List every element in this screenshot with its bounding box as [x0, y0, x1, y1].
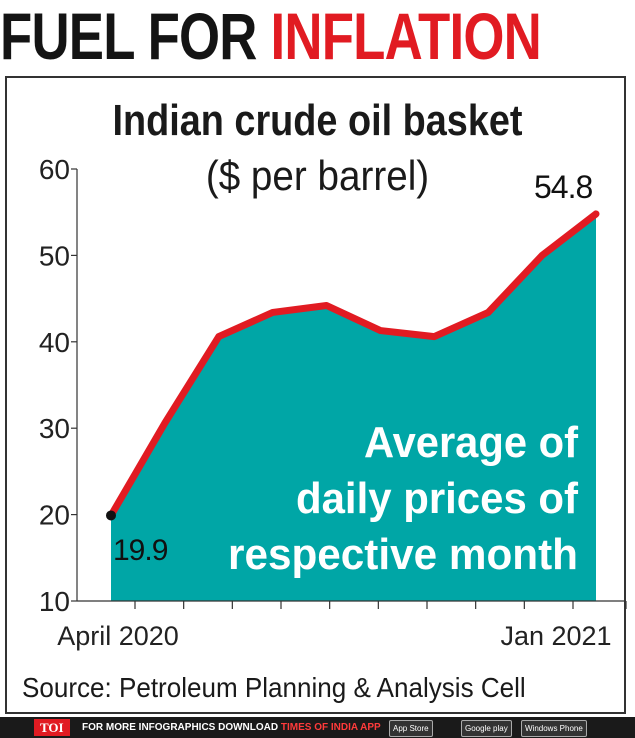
data-point	[106, 510, 116, 521]
chart-annotation: Average of daily prices of respective mont…	[228, 418, 578, 579]
x-tick-label: April 2020	[57, 621, 179, 651]
header-title: FUEL FOR INFLATION	[0, 0, 542, 73]
promo-text: FOR MORE INFOGRAPHICS DOWNLOAD TIMES OF …	[82, 717, 381, 738]
source-note: Source: Petroleum Planning & Analysis Ce…	[22, 672, 526, 703]
annotation-line: daily prices of	[296, 474, 578, 523]
x-tick-label: Jan 2021	[500, 621, 611, 651]
promo-app-name[interactable]: TIMES OF INDIA APP	[280, 722, 381, 733]
y-tick-label: 50	[39, 240, 70, 271]
annotation-line: Average of	[364, 418, 578, 467]
footer-bar: TOI FOR MORE INFOGRAPHICS DOWNLOAD TIMES…	[0, 717, 635, 738]
promo-label: FOR MORE INFOGRAPHICS DOWNLOAD	[82, 722, 279, 733]
title-part-2: INFLATION	[270, 0, 542, 73]
chart-title: Indian crude oil basket	[112, 96, 523, 145]
windows-phone-badge[interactable]: Windows Phone	[521, 720, 587, 737]
toi-logo: TOI	[34, 719, 70, 736]
area-fill	[111, 213, 596, 602]
google-play-badge[interactable]: Google play	[461, 720, 512, 737]
y-tick-label: 10	[39, 586, 70, 617]
y-tick-label: 60	[39, 154, 70, 185]
title-part-1: FUEL FOR	[0, 0, 257, 73]
y-tick-label: 20	[39, 500, 70, 531]
data-label-first: 19.9	[113, 534, 168, 567]
app-store-badge[interactable]: App Store	[389, 720, 433, 737]
y-tick-label: 40	[39, 327, 70, 358]
y-tick-label: 30	[39, 413, 70, 444]
series-line	[107, 210, 600, 519]
data-label-last: 54.8	[534, 169, 592, 205]
annotation-line: respective month	[228, 530, 578, 579]
chart-subtitle: ($ per barrel)	[205, 152, 430, 199]
